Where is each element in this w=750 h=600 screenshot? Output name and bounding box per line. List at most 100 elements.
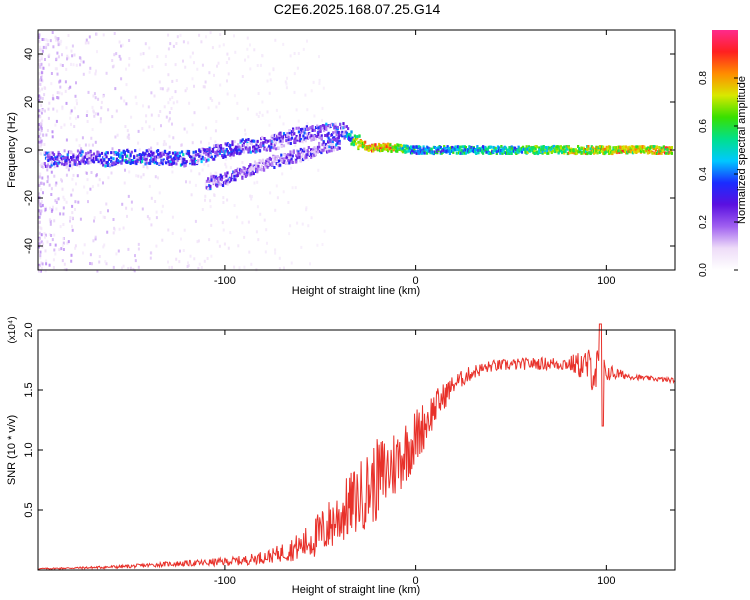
spectrogram-noise-cell	[214, 129, 217, 133]
spectrogram-noise-cell	[248, 250, 251, 254]
spectrogram-noise-cell	[80, 147, 83, 151]
spectrogram-cell	[639, 146, 643, 150]
spectrogram-noise-cell	[84, 41, 87, 45]
spectrogram-noise-cell	[290, 261, 293, 265]
spectrogram-cell	[194, 150, 197, 154]
spectrogram-noise-cell	[40, 266, 43, 270]
spectrogram-noise-cell	[287, 201, 290, 204]
spectrogram-noise-cell	[60, 178, 63, 182]
spectrogram-noise-cell	[99, 211, 102, 214]
spectrogram-noise-cell	[110, 171, 113, 175]
spectrogram-noise-cell	[42, 242, 44, 246]
spectrogram-noise-cell	[191, 51, 194, 55]
spectrogram-cell	[249, 150, 252, 154]
spectrogram-cell	[317, 133, 320, 137]
spectrogram-noise-cell	[61, 187, 64, 191]
spectrogram-cell	[283, 160, 286, 164]
spectrogram-cell	[246, 143, 249, 146]
spectrogram-cell	[193, 162, 196, 166]
spectrogram-cell	[248, 165, 251, 168]
spectrogram-cell	[314, 149, 317, 153]
spectrogram-cell	[431, 150, 434, 154]
spectrogram-noise-cell	[75, 138, 78, 142]
spectrogram-noise-cell	[154, 200, 157, 203]
spectrogram-cell	[158, 162, 161, 166]
spectrogram-noise-cell	[38, 245, 40, 249]
spectrogram-cell	[336, 147, 339, 151]
spectrogram-cell	[555, 148, 558, 152]
spectrogram-cell	[588, 151, 591, 155]
spectrogram-cell	[397, 144, 400, 148]
spectrogram-noise-cell	[38, 265, 40, 269]
spectrogram-cell	[448, 149, 451, 153]
spectrogram-cell	[304, 154, 307, 158]
spectrogram-cell	[192, 150, 195, 154]
spectrogram-cell	[270, 145, 273, 149]
spectrogram-noise-cell	[244, 58, 246, 62]
spectrogram-cell	[185, 160, 188, 164]
spectrogram-noise-cell	[91, 128, 94, 131]
spectrogram-cell	[226, 142, 229, 146]
spectrogram-noise-cell	[300, 245, 303, 249]
spectrogram-noise-cell	[82, 251, 84, 255]
spectrogram-cell	[594, 148, 597, 152]
spectrogram-noise-cell	[175, 42, 178, 45]
spectrogram-noise-cell	[258, 111, 261, 115]
spectrogram-noise-cell	[167, 87, 170, 91]
spectrogram-cell	[586, 152, 589, 156]
spectrogram-cell	[299, 159, 302, 163]
spectrogram-noise-cell	[90, 171, 93, 174]
spectrogram-cell	[524, 150, 527, 154]
spectrogram-cell	[74, 162, 77, 166]
spectrogram-cell	[516, 148, 519, 152]
spectrogram-noise-cell	[323, 229, 326, 233]
spectrogram-cell	[483, 147, 486, 151]
colorbar-tick-label: 0.6	[698, 119, 709, 133]
spectrogram-cell	[276, 155, 279, 158]
snr-x-ticks: -100 0 100	[214, 330, 616, 587]
spectrogram-noise-cell	[127, 194, 130, 198]
spectrogram-noise-cell	[62, 223, 65, 226]
spectrogram-cell	[312, 137, 315, 141]
spectrogram-cell	[421, 151, 424, 155]
spectrogram-noise-cell	[151, 65, 154, 68]
spectrogram-cell	[219, 144, 223, 147]
spectrogram-cell	[84, 152, 88, 156]
spectrogram-cell	[142, 157, 145, 161]
spectrogram-noise-cell	[128, 39, 131, 42]
spectrogram-cell	[284, 135, 287, 139]
spectrogram-noise-cell	[59, 42, 62, 46]
spectrogram-cell	[229, 144, 232, 147]
spectrogram-noise-cell	[172, 44, 175, 48]
spectrogram-cell	[606, 148, 609, 152]
spectrogram-y-tick-label: 0	[23, 147, 35, 153]
spectrogram-cell	[103, 159, 106, 163]
spectrogram-cell	[310, 156, 313, 159]
spectrogram-cell	[149, 161, 152, 165]
spectrogram-cell	[438, 146, 441, 150]
spectrogram-cell	[400, 144, 403, 148]
spectrogram-cell	[324, 148, 327, 152]
spectrogram-cell	[459, 145, 462, 149]
spectrogram-cell	[425, 151, 429, 155]
spectrogram-cell	[88, 156, 91, 160]
spectrogram-noise-cell	[217, 61, 220, 65]
spectrogram-noise-cell	[71, 54, 74, 58]
spectrogram-cell	[273, 143, 276, 147]
spectrogram-noise-cell	[272, 67, 275, 71]
spectrogram-cell	[181, 162, 184, 166]
spectrogram-cell	[173, 158, 176, 162]
spectrogram-noise-cell	[42, 133, 44, 137]
spectrogram-noise-cell	[140, 175, 143, 179]
spectrogram-cell	[348, 138, 351, 141]
spectrogram-noise-cell	[63, 123, 66, 127]
spectrogram-noise-cell	[52, 94, 54, 98]
spectrogram-cell	[325, 125, 328, 129]
spectrogram-noise-cell	[55, 119, 58, 123]
spectrogram-noise-cell	[144, 42, 147, 46]
spectrogram-cell	[448, 152, 451, 155]
spectrogram-noise-cell	[65, 46, 68, 50]
spectrogram-cell	[506, 148, 509, 152]
spectrogram-cell	[472, 147, 475, 151]
spectrogram-noise-cell	[56, 91, 59, 95]
